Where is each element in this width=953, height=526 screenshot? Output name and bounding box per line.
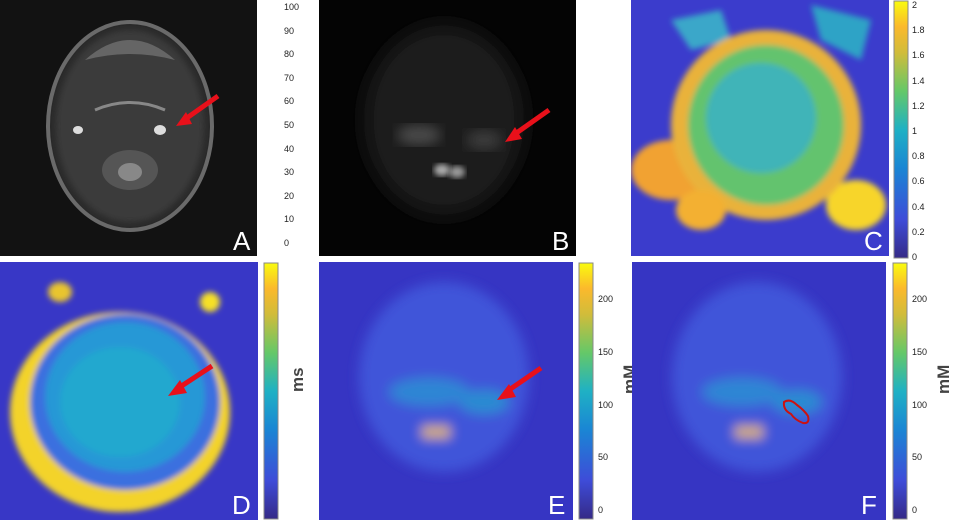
colorbar-d-tick: 0 bbox=[284, 238, 290, 248]
colorbar-d-tick: 30 bbox=[284, 167, 295, 178]
colorbar-e-tick: 150 bbox=[598, 346, 614, 357]
colorbar-d-tick: 40 bbox=[284, 143, 295, 154]
colorbar-c-tick: 1 bbox=[912, 126, 918, 136]
red-arrow-icon bbox=[178, 363, 214, 390]
colorbar-f-tick: 50 bbox=[912, 452, 923, 463]
colorbar-f bbox=[892, 262, 908, 520]
panel-label-e: E bbox=[548, 490, 566, 520]
colorbar-d-unit: ms bbox=[288, 367, 307, 392]
colorbar-c-tick: 0 bbox=[912, 252, 918, 262]
colorbar-e-tick: 100 bbox=[598, 399, 614, 410]
colorbar-d-tick: 50 bbox=[284, 120, 295, 130]
colorbar-c-tick: 1.6 bbox=[912, 50, 925, 61]
colorbar-c-tick: 0.2 bbox=[912, 226, 925, 237]
colorbar-f-tick: 100 bbox=[912, 399, 928, 410]
red-arrow-icon bbox=[182, 93, 220, 123]
colorbar-d-tick: 10 bbox=[284, 214, 295, 225]
colorbar-e-tick: 0 bbox=[598, 505, 604, 515]
panel-label-c: C bbox=[864, 226, 883, 256]
colorbar-d-tick: 20 bbox=[284, 190, 295, 201]
panel-label-f: F bbox=[861, 490, 877, 520]
colorbar-d-tick: 90 bbox=[284, 25, 295, 36]
colorbar-f-unit: mM bbox=[934, 364, 953, 394]
panel-c-parameter-map: C bbox=[631, 0, 889, 256]
panel-d-t2-map: D bbox=[0, 262, 258, 520]
colorbar-d-tick: 60 bbox=[284, 96, 295, 107]
panel-label-b: B bbox=[552, 226, 570, 256]
colorbar-c-tick: 0.8 bbox=[912, 151, 925, 162]
colorbar-c-tick: 1.4 bbox=[912, 75, 925, 86]
colorbar-c-tick: 1.2 bbox=[912, 100, 925, 111]
colorbar-d bbox=[263, 262, 279, 520]
panel-e-concentration-map: E bbox=[319, 262, 573, 520]
colorbar-d-tick: 70 bbox=[284, 72, 295, 83]
colorbar-f-tick: 200 bbox=[912, 294, 928, 304]
panel-b-mri-image: B bbox=[319, 0, 576, 256]
panel-label-d: D bbox=[232, 490, 251, 520]
panel-a-mri-image: A bbox=[0, 0, 257, 256]
colorbar-c-tick: 2 bbox=[912, 0, 918, 10]
colorbar-e bbox=[578, 262, 594, 520]
colorbar-d-tick: 100 bbox=[284, 2, 300, 12]
colorbar-e-tick: 50 bbox=[598, 452, 609, 463]
colorbar-f-tick: 150 bbox=[912, 346, 928, 357]
colorbar-d-tick: 80 bbox=[284, 49, 295, 60]
colorbar-c-tick: 0.6 bbox=[912, 176, 925, 187]
colorbar-c bbox=[893, 0, 909, 259]
colorbar-f-tick: 0 bbox=[912, 505, 918, 515]
red-arrow-icon bbox=[513, 107, 551, 137]
colorbar-e-tick: 200 bbox=[598, 294, 614, 304]
panel-label-a: A bbox=[233, 226, 251, 256]
red-arrow-icon bbox=[507, 365, 543, 393]
roi-contour-icon bbox=[782, 399, 810, 425]
panel-f-concentration-map-roi: F bbox=[632, 262, 886, 520]
colorbar-c-tick: 1.8 bbox=[912, 25, 925, 36]
colorbar-c-tick: 0.4 bbox=[912, 201, 925, 212]
